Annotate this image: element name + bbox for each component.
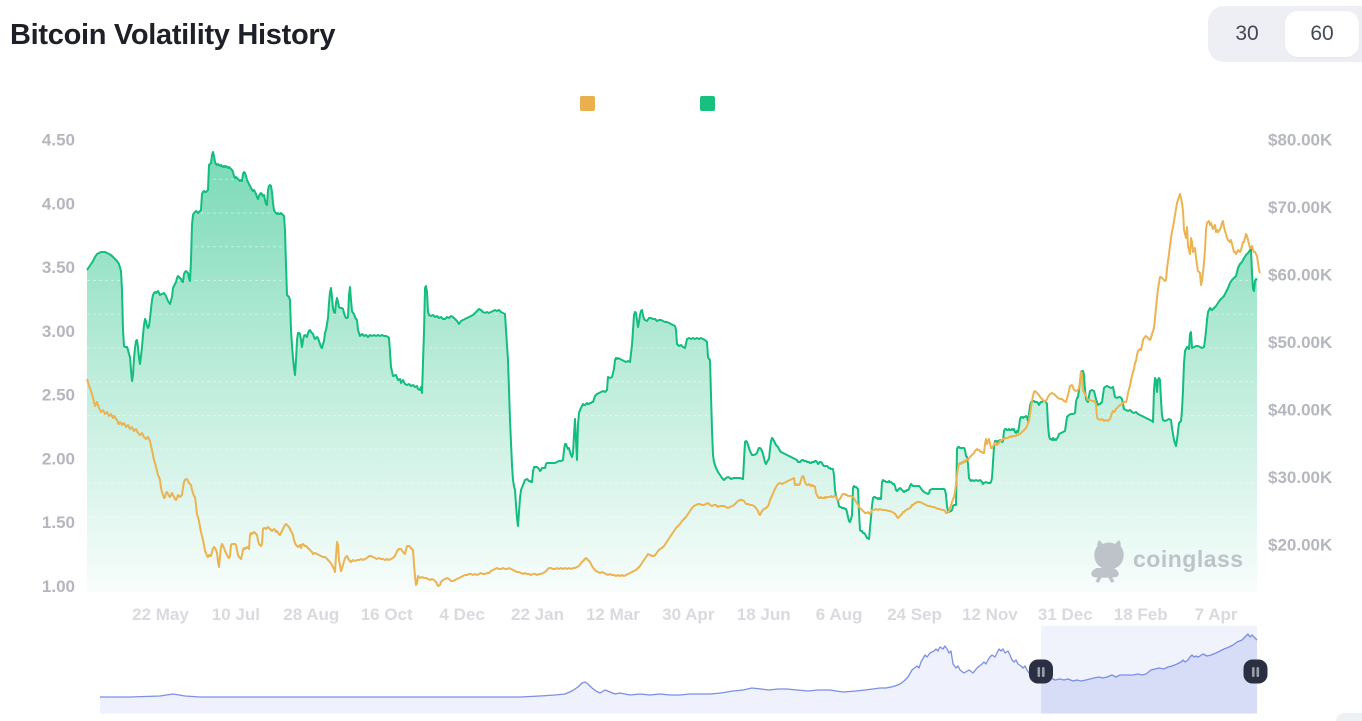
- svg-text:22 Jan: 22 Jan: [511, 605, 564, 624]
- svg-text:$50.00K: $50.00K: [1268, 333, 1333, 352]
- svg-text:3.00: 3.00: [42, 322, 75, 341]
- svg-text:7 Apr: 7 Apr: [1195, 605, 1238, 624]
- svg-text:4 Dec: 4 Dec: [439, 605, 484, 624]
- svg-text:$40.00K: $40.00K: [1268, 401, 1333, 420]
- svg-text:coinglass: coinglass: [1133, 546, 1244, 572]
- svg-text:28 Aug: 28 Aug: [283, 605, 339, 624]
- svg-text:16 Oct: 16 Oct: [361, 605, 413, 624]
- svg-text:3.50: 3.50: [42, 258, 75, 277]
- svg-text:1.50: 1.50: [42, 513, 75, 532]
- svg-text:4.00: 4.00: [42, 194, 75, 213]
- svg-text:12 Mar: 12 Mar: [586, 605, 640, 624]
- svg-text:4.50: 4.50: [42, 131, 75, 150]
- svg-text:$30.00K: $30.00K: [1268, 468, 1333, 487]
- svg-text:22 May: 22 May: [132, 605, 189, 624]
- svg-text:18 Jun: 18 Jun: [737, 605, 791, 624]
- svg-text:31 Dec: 31 Dec: [1038, 605, 1093, 624]
- svg-text:12 Nov: 12 Nov: [962, 605, 1018, 624]
- svg-text:2.50: 2.50: [42, 386, 75, 405]
- svg-text:24 Sep: 24 Sep: [887, 605, 942, 624]
- svg-text:$80.00K: $80.00K: [1268, 131, 1333, 150]
- svg-text:1.00: 1.00: [42, 577, 75, 596]
- svg-text:$70.00K: $70.00K: [1268, 198, 1333, 217]
- svg-text:6 Aug: 6 Aug: [816, 605, 863, 624]
- svg-text:2.00: 2.00: [42, 450, 75, 469]
- svg-text:10 Jul: 10 Jul: [212, 605, 260, 624]
- svg-text:30 Apr: 30 Apr: [662, 605, 715, 624]
- svg-text:$20.00K: $20.00K: [1268, 536, 1333, 555]
- svg-text:$60.00K: $60.00K: [1268, 266, 1333, 285]
- svg-text:18 Feb: 18 Feb: [1114, 605, 1168, 624]
